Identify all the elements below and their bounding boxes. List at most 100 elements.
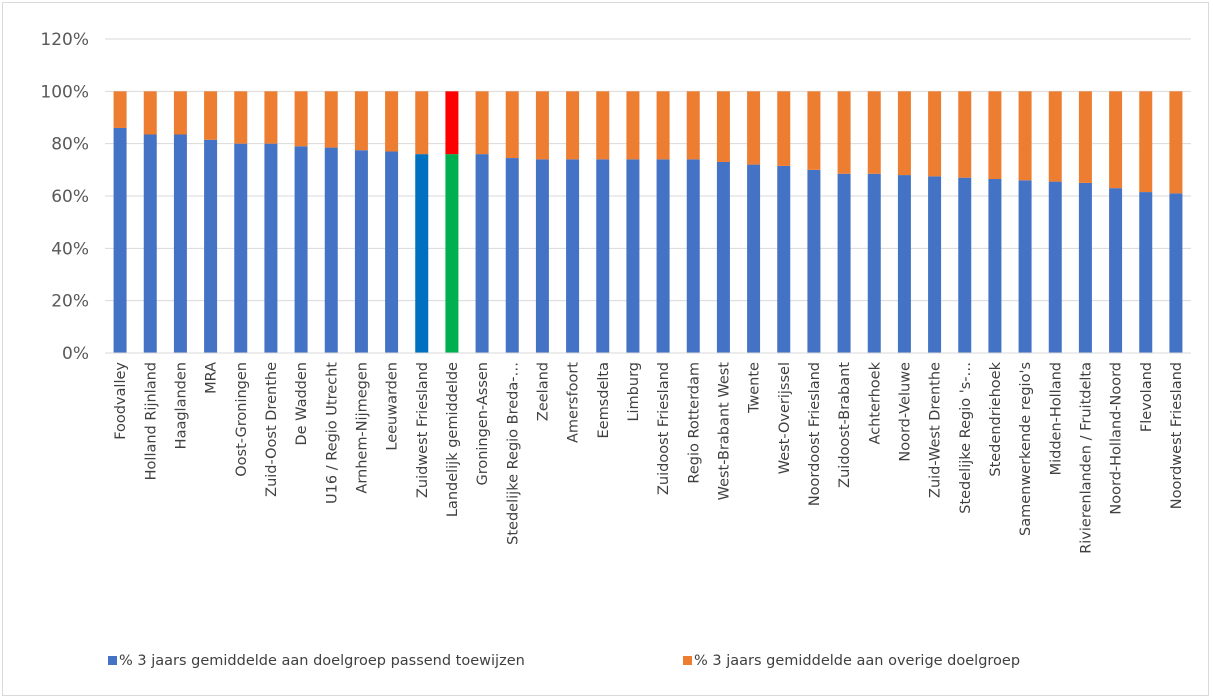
bar-segment (204, 91, 218, 140)
category-label: Zuid-Oost Drenthe (264, 362, 280, 497)
legend: % 3 jaars gemiddelde aan doelgroep passe… (108, 653, 1020, 669)
bar-segment (294, 146, 308, 353)
bar-segment (1078, 182, 1092, 353)
bar-segment (1139, 192, 1153, 353)
bar-segment (234, 143, 248, 353)
y-tick-label: 60% (51, 187, 89, 207)
category-label: Noordwest Friesland (1169, 362, 1185, 509)
category-label: Zuidoost Friesland (656, 362, 672, 495)
category-label: Stedelijke Regio Breda-… (505, 362, 521, 545)
bar-segment (928, 91, 942, 177)
legend-label: % 3 jaars gemiddelde aan overige doelgro… (694, 653, 1020, 669)
bar-segment (1048, 181, 1062, 353)
bar-segment (535, 159, 549, 353)
category-label: Zuidwest Friesland (415, 362, 431, 498)
bar-segment (1078, 91, 1092, 183)
bar-segment (113, 91, 127, 128)
y-tick-label: 0% (62, 344, 89, 364)
bar-segment (656, 91, 670, 160)
bar-segment (113, 127, 127, 353)
bars (113, 91, 1183, 353)
bar-segment (415, 154, 429, 353)
bar-segment (596, 91, 610, 160)
bar-segment (566, 159, 580, 353)
bar-segment (204, 139, 218, 353)
category-label: Midden-Holland (1048, 362, 1064, 475)
bar-segment (1018, 180, 1032, 353)
bar-segment (294, 91, 308, 147)
bar-segment (385, 91, 399, 152)
bar-segment (1169, 193, 1183, 353)
category-label: Twente (747, 362, 763, 414)
category-label: U16 / Regio Utrecht (324, 362, 340, 504)
bar-segment (475, 91, 489, 155)
bar-segment (928, 176, 942, 353)
bar-segment (626, 159, 640, 353)
bar-segment (1139, 91, 1153, 193)
category-label: Rivierenlanden / Fruitdelta (1078, 362, 1094, 554)
category-label: Stedelijke Regio 's-… (958, 362, 974, 514)
bar-segment (686, 91, 700, 160)
category-label: Zuidoost-Brabant (837, 362, 853, 488)
y-tick-label: 100% (40, 82, 89, 102)
y-tick-label: 20% (51, 292, 89, 312)
bar-segment (234, 91, 248, 144)
bar-segment (1109, 188, 1123, 353)
bar-segment (173, 91, 187, 135)
bar-segment (535, 91, 549, 160)
category-label: Leeuwarden (385, 362, 401, 451)
bar-segment (777, 91, 791, 166)
category-label: Holland Rijnland (143, 362, 159, 480)
category-label: Regio Rotterdam (686, 362, 702, 484)
y-tick-label: 80% (51, 135, 89, 155)
category-label: West-Brabant West (716, 362, 732, 501)
bar-segment (867, 91, 881, 174)
bar-segment (1169, 91, 1183, 194)
bar-segment (354, 150, 368, 353)
bar-segment (837, 91, 851, 174)
bar-segment (264, 91, 278, 144)
category-label: Zeeland (535, 362, 551, 421)
bar-segment (958, 91, 972, 178)
bar-segment (475, 154, 489, 353)
bar-segment (867, 173, 881, 353)
bar-segment (324, 91, 338, 148)
category-label: Groningen-Assen (475, 362, 491, 486)
category-label: Achterhoek (867, 361, 883, 444)
category-label: Noordoost Friesland (807, 362, 823, 506)
category-label: Oost-Groningen (234, 362, 250, 477)
category-label: Arnhem-Nijmegen (354, 362, 370, 494)
legend-swatch (108, 656, 117, 665)
gridlines (105, 38, 1191, 302)
category-label: Haaglanden (173, 362, 189, 449)
bar-segment (264, 143, 278, 353)
bar-segment (415, 91, 429, 155)
bar-segment (505, 158, 519, 353)
bar-segment (686, 159, 700, 353)
x-axis-category-labels: Foodvalley Holland Rijnland Haaglanden MRA O… (113, 361, 1185, 553)
category-label: Flevoland (1139, 362, 1155, 432)
category-label: Noord-Veluwe (897, 362, 913, 462)
category-label: Foodvalley (113, 362, 129, 440)
bar-segment (807, 169, 821, 353)
bar-segment (324, 147, 338, 353)
bar-segment (626, 91, 640, 160)
stacked-bar-chart: 0% 20% 40% 60% 80% 100% 120% Foodvalley Holland… (40, 30, 1191, 669)
category-label: Noord-Holland-Noord (1109, 362, 1125, 515)
category-label: Samenwerkende regio's (1018, 362, 1034, 536)
bar-segment (747, 91, 761, 165)
category-label: West-Overijssel (777, 362, 793, 474)
bar-segment (1109, 91, 1123, 189)
category-label: Zuid-West Drenthe (928, 362, 944, 498)
bar-segment (445, 154, 459, 353)
bar-segment (988, 91, 1002, 179)
y-axis-tick-labels: 0% 20% 40% 60% 80% 100% 120% (40, 30, 89, 364)
bar-segment (596, 159, 610, 353)
bar-segment (354, 91, 368, 151)
category-label: De Wadden (294, 362, 310, 446)
bar-segment (1048, 91, 1062, 182)
category-label: Eemsdelta (596, 362, 612, 439)
category-label: Amersfoort (566, 362, 582, 443)
bar-segment (1018, 91, 1032, 181)
